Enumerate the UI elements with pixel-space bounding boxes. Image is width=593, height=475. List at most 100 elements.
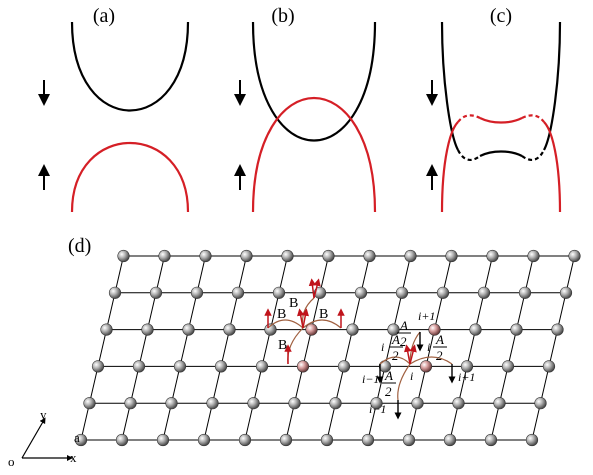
- lattice-atom: [428, 323, 441, 336]
- lattice-atom: [83, 397, 96, 410]
- spin-up-band-c-left: [440, 121, 459, 213]
- spin-up-band-c-gap-bottom: [479, 117, 523, 124]
- lattice-atom: [542, 360, 556, 373]
- frac-prefix-i-1: i: [381, 340, 384, 354]
- frac-den-3: 2: [436, 348, 443, 363]
- spin-down-band-c-dash-left: [457, 149, 481, 162]
- panel-a: (a): [38, 5, 190, 213]
- spacing-label: a: [74, 430, 80, 445]
- lattice-column-line: [285, 255, 329, 441]
- b-label-2: B: [319, 307, 328, 322]
- y-axis-label: y: [40, 407, 47, 422]
- lattice-atom: [158, 249, 171, 263]
- lattice-atom: [165, 397, 178, 410]
- lattice-atom: [337, 360, 351, 373]
- b-label-3: B: [289, 296, 298, 311]
- lattice-atom: [214, 360, 228, 373]
- label-i-minus-1-bottom: i−1: [369, 402, 386, 416]
- red-arrow-3: [301, 308, 309, 329]
- lattice-column-line: [326, 255, 370, 441]
- spin-up-band-c-dash-right: [521, 114, 545, 123]
- frac-a-half-4: A 2: [382, 368, 396, 399]
- frac-a-half-2: A 2: [397, 318, 411, 349]
- lattice-column-line: [80, 255, 124, 441]
- frac-num-2: A: [399, 318, 408, 333]
- panel-c: (c): [426, 5, 562, 213]
- lattice-atom: [568, 249, 581, 263]
- lattice-atom: [402, 433, 416, 447]
- lattice-atoms: [74, 249, 581, 447]
- red-arrow-i-1: [404, 344, 412, 365]
- lattice-atom: [354, 286, 368, 299]
- lattice-atom: [387, 323, 400, 336]
- label-i-minus-1-left: i−1: [362, 372, 379, 386]
- lattice-atom: [279, 433, 293, 447]
- lattice-atom: [484, 433, 498, 447]
- lattice-atom: [445, 249, 458, 263]
- lattice-atom: [469, 323, 482, 336]
- lattice-column-line: [531, 255, 575, 441]
- spin-down-band-a: [70, 21, 190, 112]
- panel-b: (b): [234, 5, 377, 213]
- panel-d: (d) B B B B: [8, 235, 581, 469]
- frac-num-1: A: [391, 332, 400, 347]
- frac-den-2: 2: [400, 334, 407, 349]
- lattice-atom: [190, 286, 204, 299]
- a-bond-arc-2: [409, 356, 453, 365]
- lattice-atom: [281, 249, 294, 263]
- frac-den-1: 2: [392, 348, 399, 363]
- red-arrow-6: [313, 278, 321, 299]
- red-arrow-2: [297, 308, 305, 329]
- lattice-atom: [117, 249, 130, 263]
- lattice-atom: [124, 397, 137, 410]
- lattice-atom: [460, 360, 474, 373]
- spin-down-band-b: [251, 21, 377, 142]
- lattice-atom: [419, 360, 433, 373]
- b-label-1: B: [277, 307, 286, 322]
- lattice-atom: [493, 397, 506, 410]
- spin-up-band-c-dash-left: [457, 114, 481, 123]
- lattice-column-line: [408, 255, 452, 441]
- lattice-atom: [100, 323, 113, 336]
- a-bond-arc-1: [379, 356, 411, 365]
- frac-a-half-3: i A 2: [427, 332, 447, 363]
- lattice-atom: [115, 433, 129, 447]
- spin-up-band-a: [70, 141, 190, 213]
- spin-down-band-c-dash-right: [521, 149, 545, 162]
- lattice-atom: [206, 397, 219, 410]
- spin-down-band-c-gap-top: [479, 150, 523, 157]
- lattice-column-line: [244, 255, 288, 441]
- lattice-atom: [305, 323, 318, 336]
- lattice-atom: [320, 433, 334, 447]
- panel-a-label: (a): [93, 5, 115, 27]
- lattice-atom: [238, 433, 252, 447]
- lattice-atom: [518, 286, 532, 299]
- label-i-plus-1-top: i+1: [418, 309, 435, 323]
- lattice-lines: [80, 255, 575, 441]
- origin-label: o: [8, 454, 15, 469]
- lattice-atom: [173, 360, 187, 373]
- red-arrow-5: [308, 278, 317, 299]
- lattice-atom: [411, 397, 424, 410]
- lattice-atom: [329, 397, 342, 410]
- lattice-atom: [91, 360, 105, 373]
- lattice-atom: [404, 249, 417, 263]
- lattice-column-line: [367, 255, 411, 441]
- lattice-atom: [197, 433, 211, 447]
- lattice-atom: [363, 249, 376, 263]
- lattice-atom: [486, 249, 499, 263]
- lattice-column-line: [490, 255, 534, 441]
- lattice-atom: [443, 433, 457, 447]
- a-bond-arc-4: [397, 363, 411, 401]
- b-bond-arc-1: [267, 319, 304, 329]
- lattice-column-line: [449, 255, 493, 441]
- lattice-atom: [370, 397, 383, 410]
- lattice-atom: [322, 249, 335, 263]
- lattice-atom: [395, 286, 409, 299]
- lattice-atom: [534, 397, 547, 410]
- frac-prefix-i-3: i: [427, 340, 430, 354]
- lattice-atom: [108, 286, 122, 299]
- lattice-atom: [296, 360, 310, 373]
